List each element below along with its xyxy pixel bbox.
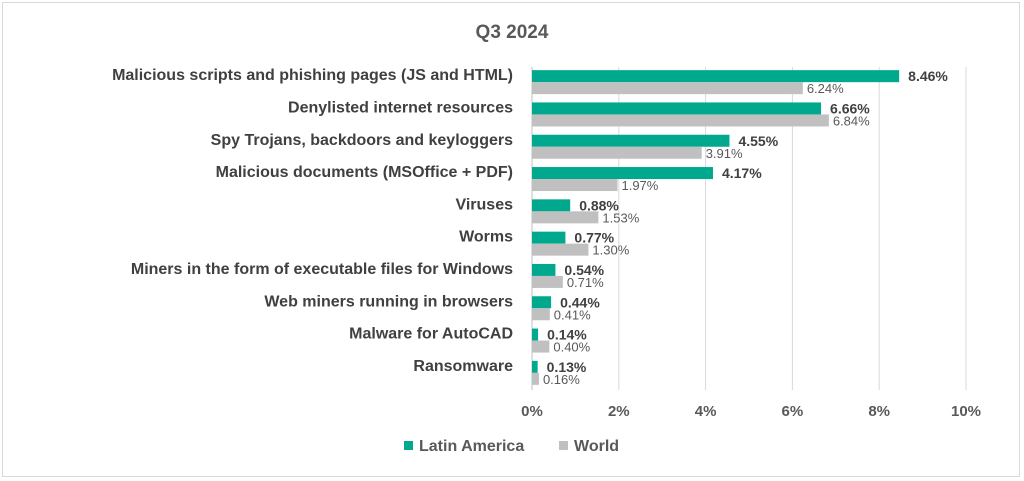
bars bbox=[532, 70, 900, 385]
data-label-world: 0.16% bbox=[543, 372, 580, 387]
bar-latin-america bbox=[532, 296, 552, 309]
category-label: Spy Trojans, backdoors and keyloggers bbox=[211, 132, 513, 149]
data-labels: 8.46% 6.24% 6.66%6.84% 4.55%3.91% 4.17% 1.97%… bbox=[543, 68, 948, 387]
data-label-world: 6.84% bbox=[833, 113, 870, 128]
category-labels: Malicious scripts and phishing pages (JS… bbox=[112, 67, 513, 375]
legend-swatch-latin-america bbox=[404, 441, 413, 450]
data-label-latin-america: 0.44% bbox=[560, 294, 600, 310]
category-label: Web miners running in browsers bbox=[264, 293, 513, 310]
data-label-latin-america: 0.54% bbox=[564, 262, 604, 278]
chart-title: Q3 2024 bbox=[476, 22, 549, 43]
x-tick-label: 10% bbox=[951, 403, 981, 420]
bar-latin-america bbox=[532, 134, 730, 147]
category-label: Malware for AutoCAD bbox=[349, 326, 513, 343]
bar-latin-america bbox=[532, 328, 539, 341]
x-tick-label: 8% bbox=[868, 403, 890, 420]
bar-latin-america bbox=[532, 199, 571, 212]
x-tick-labels: 0% 2% 4% 6% 8% 10% bbox=[521, 403, 981, 420]
category-label: Malicious scripts and phishing pages (JS… bbox=[112, 67, 513, 84]
category-label: Ransomware bbox=[413, 358, 513, 375]
bar-world bbox=[532, 275, 563, 288]
category-label: Worms bbox=[459, 229, 513, 246]
bar-world bbox=[532, 179, 618, 192]
data-label-world: 1.53% bbox=[602, 210, 639, 225]
data-label-world: 1.30% bbox=[592, 243, 629, 258]
data-label-world: 3.91% bbox=[706, 146, 743, 161]
bar-latin-america bbox=[532, 231, 566, 244]
data-label-latin-america: 6.66% bbox=[830, 100, 870, 116]
data-label-latin-america: 4.55% bbox=[738, 133, 778, 149]
data-label-latin-america: 0.88% bbox=[579, 197, 619, 213]
data-label-world: 6.24% bbox=[807, 81, 844, 96]
bar-world bbox=[532, 82, 803, 95]
x-tick-label: 2% bbox=[608, 403, 630, 420]
data-label-world: 1.97% bbox=[621, 178, 658, 193]
bar-world bbox=[532, 146, 702, 159]
x-tick-label: 0% bbox=[521, 403, 543, 420]
data-label-world: 0.41% bbox=[554, 307, 591, 322]
data-label-latin-america: 4.17% bbox=[722, 165, 762, 181]
data-label-latin-america: 0.77% bbox=[574, 230, 614, 246]
bar-world bbox=[532, 243, 589, 256]
data-label-latin-america: 0.13% bbox=[547, 359, 587, 375]
category-label: Miners in the form of executable files f… bbox=[131, 261, 513, 278]
bar-latin-america bbox=[532, 167, 713, 180]
legend-label-latin-america: Latin America bbox=[419, 438, 524, 455]
legend: Latin America World bbox=[404, 438, 619, 455]
bar-world bbox=[532, 211, 599, 224]
bar-latin-america bbox=[532, 360, 538, 373]
bar-world bbox=[532, 340, 550, 353]
data-label-latin-america: 0.14% bbox=[547, 327, 587, 343]
bar-latin-america bbox=[532, 102, 822, 115]
legend-swatch-world bbox=[559, 441, 568, 450]
x-tick-label: 4% bbox=[695, 403, 717, 420]
bar-latin-america bbox=[532, 70, 900, 83]
data-label-latin-america: 8.46% bbox=[908, 68, 948, 84]
x-tick-label: 6% bbox=[782, 403, 804, 420]
category-label: Malicious documents (MSOffice + PDF) bbox=[216, 164, 513, 181]
bar-latin-america bbox=[532, 263, 556, 276]
legend-label-world: World bbox=[574, 438, 619, 455]
category-label: Denylisted internet resources bbox=[288, 99, 513, 116]
category-label: Viruses bbox=[455, 196, 513, 213]
bar-world bbox=[532, 114, 829, 127]
data-label-world: 0.40% bbox=[553, 340, 590, 355]
data-label-world: 0.71% bbox=[567, 275, 604, 290]
bar-world bbox=[532, 372, 539, 385]
bar-world bbox=[532, 308, 550, 321]
